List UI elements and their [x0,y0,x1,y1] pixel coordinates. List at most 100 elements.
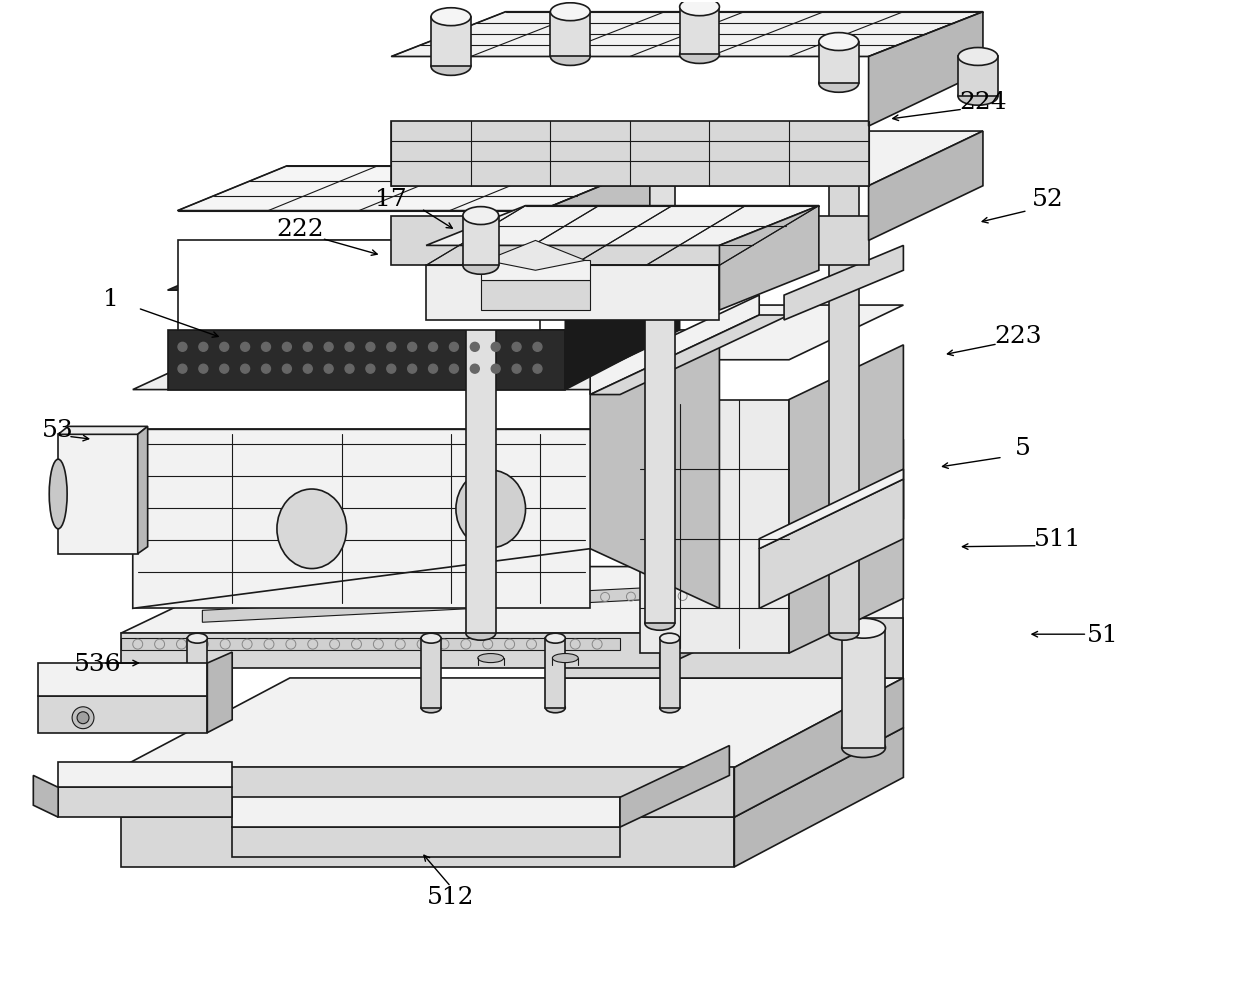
Circle shape [426,251,436,261]
Circle shape [408,365,416,374]
Ellipse shape [819,34,859,51]
Polygon shape [841,629,886,747]
Circle shape [366,365,375,374]
Ellipse shape [157,664,183,672]
Text: 222: 222 [276,218,323,241]
Circle shape [471,343,479,352]
Polygon shape [207,653,232,733]
Text: 17: 17 [375,188,408,211]
Circle shape [219,343,229,352]
Circle shape [261,267,271,277]
Polygon shape [680,8,720,55]
Ellipse shape [819,75,859,93]
Ellipse shape [431,58,471,76]
Circle shape [187,251,197,261]
Circle shape [394,283,404,293]
Circle shape [199,343,208,352]
Polygon shape [639,400,789,654]
Ellipse shape [421,634,441,644]
Ellipse shape [553,654,579,663]
Circle shape [304,365,312,374]
Circle shape [366,343,375,352]
Circle shape [512,343,522,352]
Circle shape [321,267,331,277]
Polygon shape [177,167,649,211]
Ellipse shape [278,489,347,569]
Polygon shape [760,469,903,549]
Ellipse shape [958,88,997,106]
Ellipse shape [463,207,498,225]
Polygon shape [121,768,735,817]
Polygon shape [426,266,720,320]
Polygon shape [232,827,620,857]
Polygon shape [33,776,58,817]
Circle shape [380,267,390,277]
Ellipse shape [550,48,590,66]
Circle shape [429,343,437,352]
Circle shape [440,267,450,277]
Text: 536: 536 [74,652,121,674]
Polygon shape [58,427,147,435]
Circle shape [217,251,227,261]
Polygon shape [133,330,720,390]
Circle shape [574,283,584,293]
Circle shape [450,365,458,374]
Polygon shape [590,316,789,395]
Circle shape [533,365,541,374]
Circle shape [261,343,270,352]
Ellipse shape [50,459,67,529]
Circle shape [486,251,496,261]
Circle shape [590,267,600,277]
Polygon shape [133,430,590,608]
Circle shape [424,283,434,293]
Circle shape [199,365,208,374]
Circle shape [344,343,354,352]
Circle shape [470,267,479,277]
Ellipse shape [463,257,498,275]
Circle shape [335,283,344,293]
Circle shape [491,343,501,352]
Polygon shape [644,176,675,623]
Text: 53: 53 [42,418,74,442]
Ellipse shape [829,140,859,154]
Ellipse shape [680,0,720,17]
Polygon shape [421,639,441,708]
Polygon shape [720,206,819,311]
Circle shape [351,267,361,277]
Text: 5: 5 [1015,437,1031,459]
Ellipse shape [204,673,230,682]
Circle shape [620,267,629,277]
Text: 224: 224 [959,91,1007,113]
Polygon shape [58,763,232,788]
Circle shape [240,365,249,374]
Polygon shape [545,639,565,708]
Polygon shape [590,296,760,395]
Polygon shape [540,167,649,291]
Polygon shape [121,678,903,768]
Circle shape [278,251,287,261]
Circle shape [247,251,256,261]
Circle shape [337,251,347,261]
Circle shape [514,283,524,293]
Ellipse shape [660,703,680,713]
Circle shape [533,343,541,352]
Circle shape [387,365,395,374]
Circle shape [603,283,613,293]
Circle shape [202,267,212,277]
Circle shape [429,365,437,374]
Polygon shape [760,479,903,608]
Circle shape [545,251,555,261]
Polygon shape [121,567,799,634]
Circle shape [575,251,585,261]
Circle shape [559,267,569,277]
Ellipse shape [841,618,886,639]
Polygon shape [121,639,620,651]
Polygon shape [620,745,730,827]
Circle shape [216,283,225,293]
Circle shape [178,365,187,374]
Circle shape [307,251,317,261]
Polygon shape [392,132,983,186]
Ellipse shape [456,470,525,548]
Polygon shape [392,122,869,186]
Circle shape [499,267,509,277]
